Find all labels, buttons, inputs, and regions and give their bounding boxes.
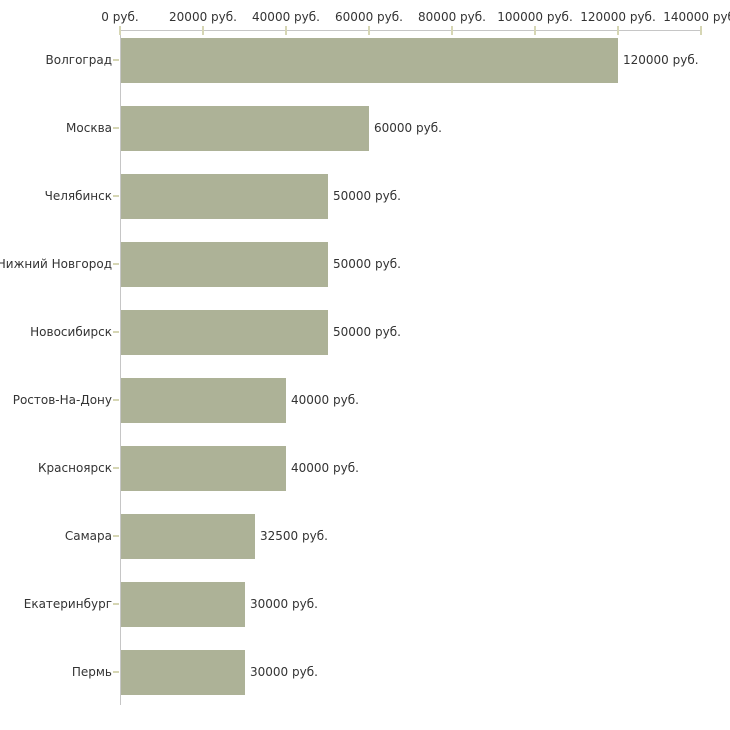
category-tick [113,263,119,265]
category-label: Ростов-На-Дону [12,393,112,407]
bar [121,650,245,695]
bar [121,174,328,219]
x-axis-tick-label: 140000 руб. [663,10,730,24]
x-axis-tick [617,26,619,35]
category-label: Нижний Новгород [0,257,112,271]
value-label: 60000 руб. [374,121,442,135]
bar [121,446,286,491]
bar [121,514,255,559]
category-tick [113,603,119,605]
category-label: Самара [64,529,112,543]
bar [121,310,328,355]
category-label: Москва [66,121,112,135]
x-axis-tick [119,26,121,35]
category-tick [113,671,119,673]
category-tick [113,127,119,129]
category-label: Красноярск [38,461,112,475]
category-tick [113,331,119,333]
x-axis-tick-label: 0 руб. [101,10,139,24]
value-label: 30000 руб. [250,665,318,679]
category-tick [113,399,119,401]
x-axis-tick [700,26,702,35]
x-axis-tick [285,26,287,35]
category-label: Новосибирск [30,325,112,339]
value-label: 50000 руб. [333,257,401,271]
bar [121,106,369,151]
x-axis-tick-label: 80000 руб. [418,10,486,24]
category-label: Волгоград [45,53,112,67]
x-axis-tick-label: 20000 руб. [169,10,237,24]
y-axis-line [120,30,121,705]
value-label: 40000 руб. [291,393,359,407]
x-axis-tick [534,26,536,35]
category-tick [113,535,119,537]
category-label: Челябинск [44,189,112,203]
x-axis-tick [202,26,204,35]
category-label: Пермь [71,665,112,679]
value-label: 50000 руб. [333,189,401,203]
x-axis-tick-label: 60000 руб. [335,10,403,24]
category-tick [113,467,119,469]
value-label: 32500 руб. [260,529,328,543]
x-axis-tick-label: 120000 руб. [580,10,656,24]
bar [121,378,286,423]
category-tick [113,59,119,61]
bar [121,582,245,627]
value-label: 30000 руб. [250,597,318,611]
value-label: 120000 руб. [623,53,699,67]
x-axis-line [120,30,702,31]
x-axis-tick-label: 100000 руб. [497,10,573,24]
value-label: 40000 руб. [291,461,359,475]
category-label: Екатеринбург [23,597,112,611]
bar [121,242,328,287]
bar [121,38,618,83]
x-axis-tick-label: 40000 руб. [252,10,320,24]
category-tick [113,195,119,197]
x-axis-tick [368,26,370,35]
value-label: 50000 руб. [333,325,401,339]
x-axis-tick [451,26,453,35]
